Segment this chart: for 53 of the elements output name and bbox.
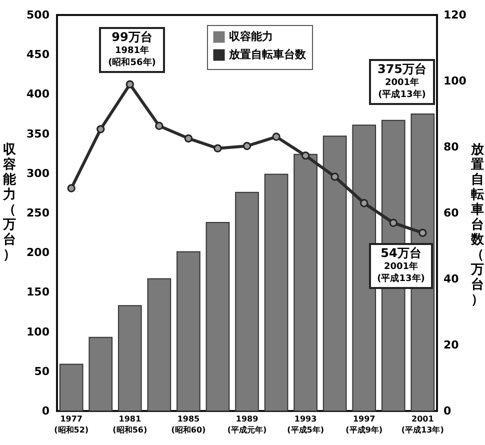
point (67, 184, 76, 192)
y2-tick-label: 100 (444, 74, 467, 88)
x-tick-label: 1993 (平成5年) (287, 414, 324, 434)
point (184, 134, 193, 143)
point (96, 125, 105, 134)
bar (147, 278, 172, 412)
bar (206, 222, 230, 412)
x-tick-label: 1977 (昭和52) (54, 414, 89, 434)
y-tick-label: 400 (26, 88, 50, 101)
annotation: 54万台 2001年 (平成13年) (377, 246, 425, 284)
y2-tick-label: 40 (444, 272, 460, 286)
bar (118, 305, 142, 412)
text: 放置自転車台数（万台） (471, 142, 484, 308)
y-tick-label: 0 (42, 404, 50, 418)
annotation: 99万台 1981年 (昭和56年) (108, 30, 156, 68)
y-tick-label: 300 (26, 166, 50, 180)
point (360, 199, 368, 208)
bar (264, 174, 288, 412)
point (155, 122, 164, 130)
point (242, 142, 252, 150)
legend-label: 収容能力 (229, 30, 273, 43)
bar (235, 192, 259, 412)
point (126, 80, 134, 88)
y-tick-label: 100 (26, 325, 50, 338)
y2-tick-label: 20 (444, 338, 460, 352)
y-tick-label: 450 (26, 48, 50, 62)
y-tick-label: 200 (26, 246, 50, 260)
y2-tick-label: 120 (444, 8, 467, 22)
x-tick-label: 2001 (平成13年) (401, 414, 444, 434)
y-tick-label: 500 (26, 8, 50, 22)
x-tick-label: 1985 (昭和60) (171, 414, 206, 434)
y2-tick-label: 0 (444, 404, 452, 418)
legend-label: 放置自転車台数 (228, 48, 307, 61)
y-tick-label: 150 (26, 286, 50, 299)
y-tick-label: 350 (26, 127, 50, 140)
point (272, 132, 280, 141)
x-tick-label: 1989 (平成元年) (227, 414, 267, 434)
bar (176, 251, 200, 412)
y-tick-label: 50 (34, 364, 50, 378)
y2-tick-label: 80 (444, 140, 460, 154)
bar (59, 364, 84, 412)
x-tick-label: 1997 (平成9年) (346, 414, 383, 434)
bar (88, 336, 113, 412)
point (389, 218, 398, 227)
point (301, 151, 310, 160)
point (214, 144, 222, 152)
point (418, 228, 427, 237)
point (330, 172, 339, 181)
x-tick-label: 1981 (昭和56) (112, 414, 148, 434)
y2-tick-label: 60 (444, 206, 460, 220)
y-axis-title: 収容能力（万台） (2, 142, 17, 262)
y-tick-label: 250 (26, 206, 50, 220)
annotation: 375万台 2001年 (平成13年) (377, 62, 427, 100)
